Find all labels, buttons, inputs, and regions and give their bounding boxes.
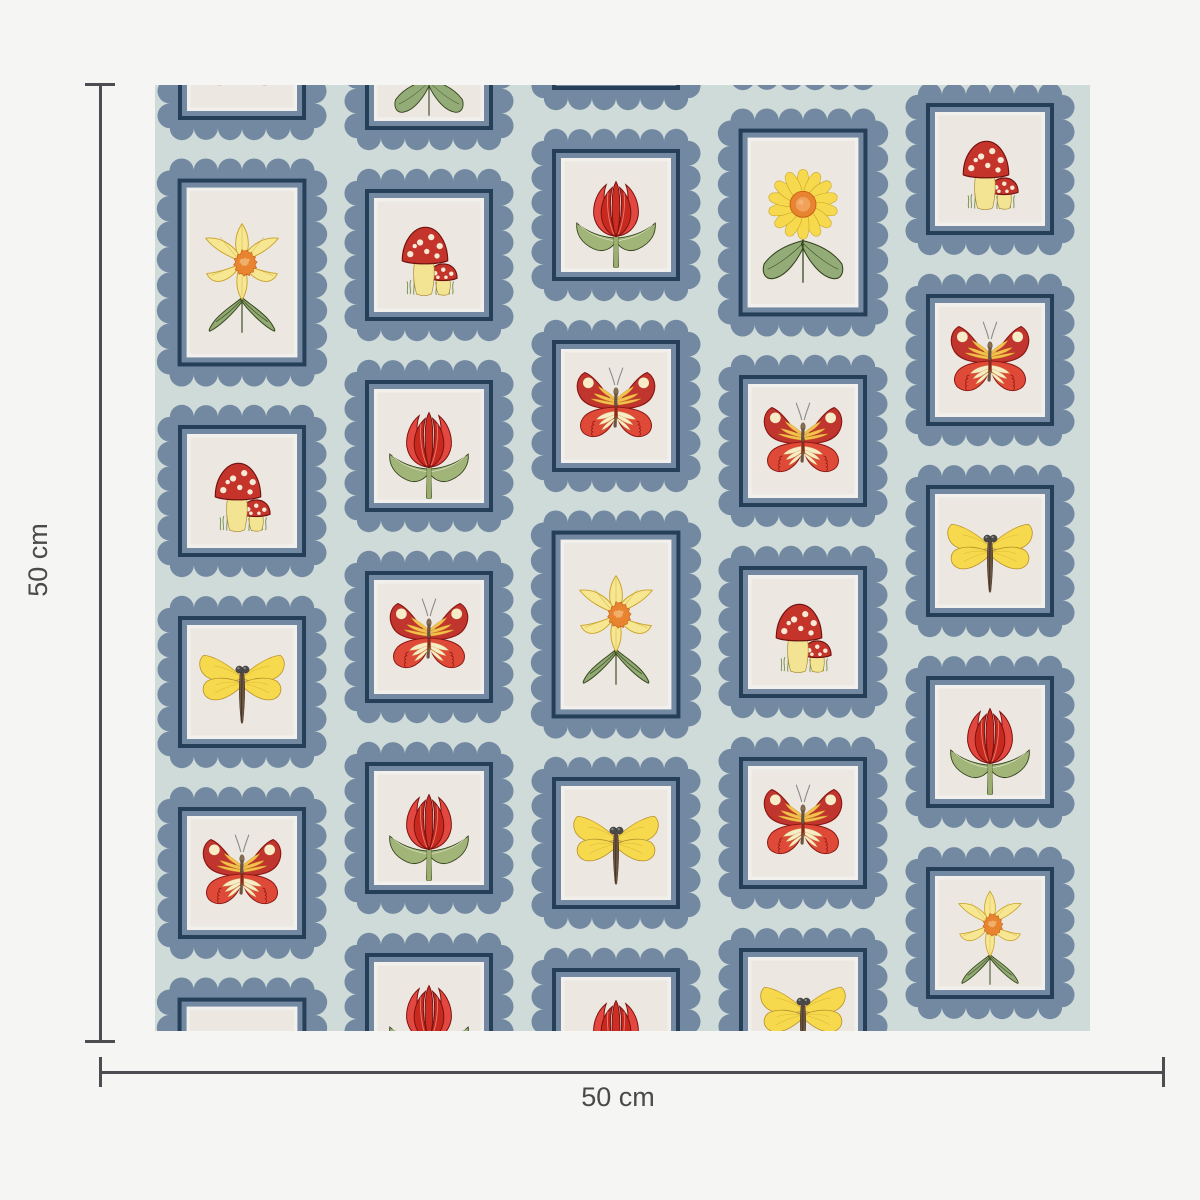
- svg-text:50 cm: 50 cm: [23, 523, 53, 597]
